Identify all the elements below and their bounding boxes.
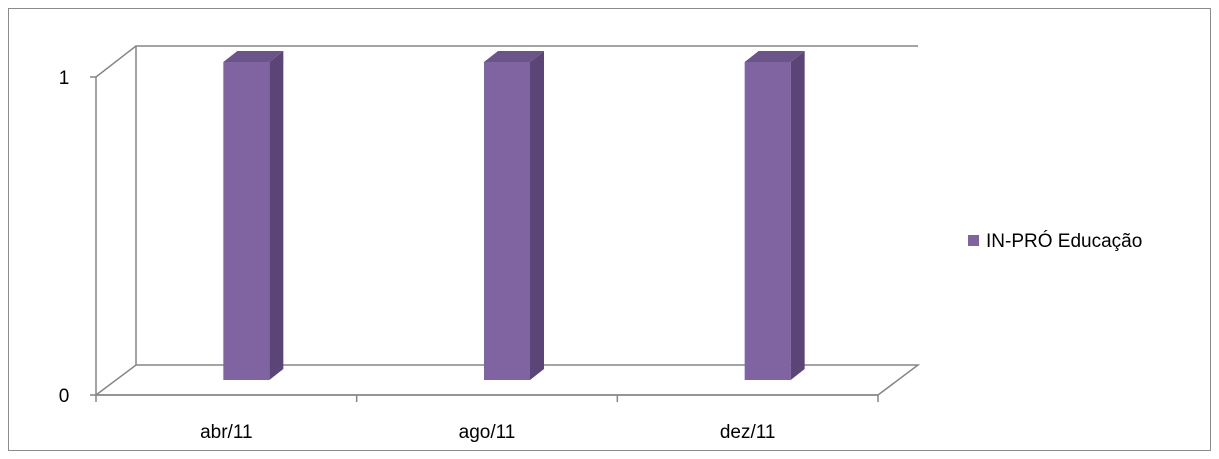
legend-label: IN-PRÓ Educação [986, 230, 1142, 252]
y-tick-label: 1 [59, 68, 70, 89]
bar-front [223, 62, 270, 380]
bar-side [269, 51, 284, 380]
bar-top [223, 51, 284, 62]
legend: IN-PRÓ Educação [968, 230, 1142, 252]
chart-frame [8, 8, 1211, 451]
bar [744, 51, 805, 380]
bars [223, 51, 805, 380]
gridline-top [95, 45, 137, 78]
x-tick-label: abr/11 [200, 422, 252, 443]
bar-top [744, 51, 805, 62]
bar-front [484, 62, 530, 380]
bar [223, 51, 284, 380]
bar [484, 51, 544, 380]
x-tick-label: ago/11 [459, 422, 516, 443]
axis-ticks [90, 76, 879, 402]
x-tick-label: dez/11 [720, 422, 776, 443]
bar-top [484, 51, 544, 62]
legend-swatch [968, 235, 979, 246]
y-tick-label: 0 [59, 386, 70, 407]
tick-labels: 0 1 abr/11 ago/11 dez/11 [59, 68, 776, 443]
bar-side [790, 51, 805, 380]
bar-front [744, 62, 791, 380]
bar-side [530, 51, 544, 380]
